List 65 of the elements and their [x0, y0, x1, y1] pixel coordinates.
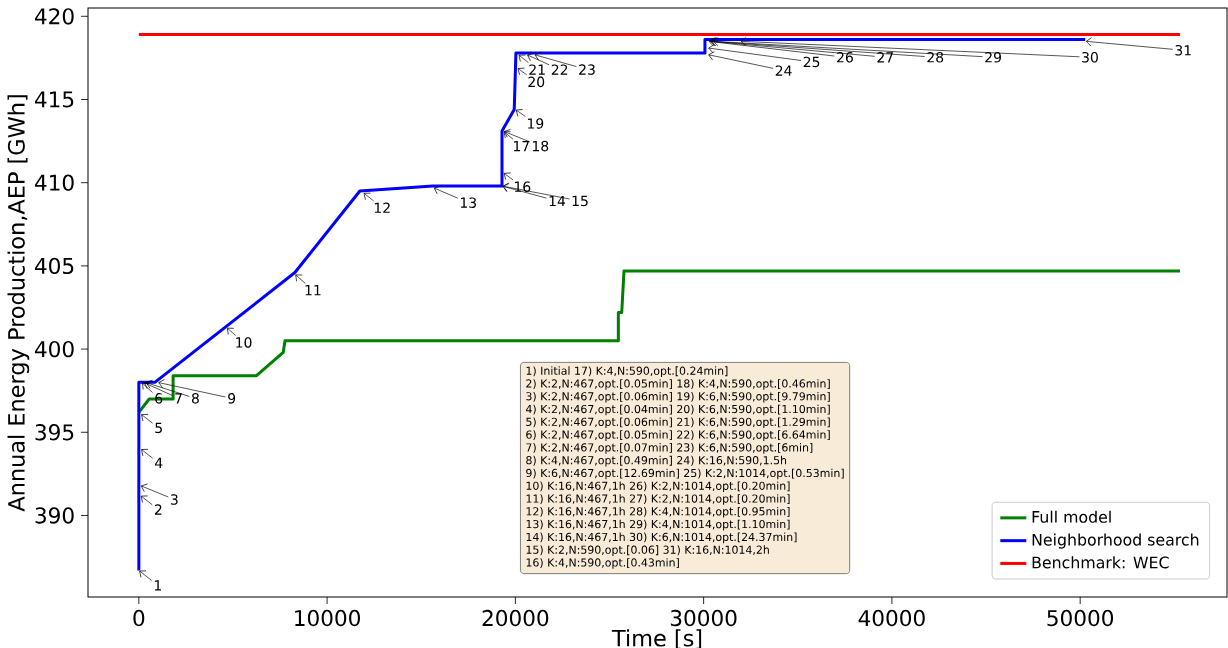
annotation: 28	[927, 51, 944, 63]
annotation: 3) K:2,N:467,opt.[0.06min] 19) K:6,N:590,opt.[9.79min]	[526, 391, 830, 403]
annotation: 24	[775, 65, 792, 76]
y-tick-label: 390	[35, 507, 74, 524]
annotation: 13	[460, 197, 477, 208]
y-tick-label: 420	[34, 8, 74, 25]
annotation: 31	[1175, 44, 1191, 56]
annotation: 26	[837, 51, 853, 63]
annotation: 14	[549, 195, 566, 207]
x-tick-label: 20000	[482, 609, 549, 627]
y-tick-label: 405	[34, 257, 74, 275]
annotation: 20	[528, 76, 545, 88]
x-tick-label: 40000	[858, 609, 925, 627]
annotation: 7) K:2,N:467,opt.[0.07min] 23) K:6,N:590,opt.[6min]	[526, 443, 813, 454]
annotation: 15) K:2,N:590,opt.[0.06] 31) K:16,N:1014,2h	[526, 545, 769, 556]
annotation: 6	[155, 393, 163, 404]
annotation: 12	[374, 202, 390, 213]
annotation: 19	[528, 118, 544, 129]
annotation: 14) K:16,N:467,1h 30) K:6,N:1014,opt.[24.37min]	[526, 532, 797, 544]
legend-label: Neighborhood search	[1032, 533, 1199, 549]
line-series	[137, 269, 1182, 414]
annotation: 15	[572, 195, 588, 207]
annotation: 10) K:16,N:467,1h 26) K:2,N:1014,opt.[0.20min]	[526, 481, 790, 493]
annotation: 1) Initial 17) K:4,N:590,opt.[0.24min]	[526, 366, 728, 377]
annotation: 21	[529, 64, 545, 75]
annotation: 7	[175, 393, 182, 404]
annotation: 1	[154, 580, 161, 591]
annotation: 11	[305, 285, 321, 296]
annotation: 10	[236, 337, 252, 348]
x-tick-label: 10000	[295, 609, 360, 627]
annotation: 5	[155, 422, 162, 434]
annotation: 3	[170, 494, 178, 505]
y-tick-label: 415	[34, 91, 74, 108]
y-tick-label: 400	[34, 340, 74, 358]
annotation: 16) K:4,N:590,opt.[0.43min]	[526, 558, 679, 569]
y-tick-label: 410	[34, 174, 74, 191]
annotation: 9	[228, 393, 236, 404]
annotation: 4) K:2,N:467,opt.[0.04min] 20) K:6,N:590,opt.[1.10min]	[525, 404, 830, 416]
annotation: 16	[514, 181, 531, 192]
x-tick-label: 0	[133, 609, 145, 627]
annotation: 6) K:2,N:467,opt.[0.05min] 22) K:6,N:590,opt.[6.64min]	[526, 430, 830, 441]
annotation: 27	[877, 52, 893, 63]
annotation: 12) K:16,N:467,1h 28) K:4,N:1014,opt.[0.95min]	[526, 506, 790, 518]
annotation: 5) K:2,N:467,opt.[0.06min] 21) K:6,N:590,opt.[1.29min]	[526, 417, 830, 429]
annotation: 17	[513, 141, 529, 152]
annotation: 11) K:16,N:467,1h 27) K:2,N:1014,opt.[0.20min]	[526, 494, 790, 505]
annotation: 8	[191, 393, 199, 404]
annotation: 30	[1082, 51, 1098, 63]
annotation: 23	[579, 64, 595, 75]
annotation: 2) K:2,N:467,opt.[0.05min] 18) K:4,N:590,opt.[0.46min]	[526, 379, 830, 390]
annotation: 29	[985, 51, 1001, 63]
legend-label: Benchmark: WEC	[1032, 556, 1169, 569]
annotation: 2	[154, 504, 162, 515]
y-axis-title: Annual Energy Production,AEP [GWh]	[7, 95, 30, 512]
y-tick-label: 395	[35, 424, 74, 441]
x-tick-label: 30000	[670, 609, 737, 627]
annotation: 13) K:16,N:467,1h 29) K:4,N:1014,opt.[1.10min]	[526, 519, 790, 531]
annotation: 8) K:4,N:467,opt.[0.49min] 24) K:16,N:590,1.5h	[526, 455, 787, 467]
annotation: 4	[154, 457, 163, 468]
annotation: 9) K:6,N:467,opt.[12.69min] 25) K:2,N:1014,opt.[0.53min]	[526, 468, 844, 480]
annotation: 18	[532, 140, 549, 152]
x-tick-label: 50000	[1047, 609, 1114, 627]
annotation: 25	[803, 56, 820, 68]
annotation: 22	[551, 64, 568, 75]
legend-label: Full model	[1032, 510, 1111, 523]
